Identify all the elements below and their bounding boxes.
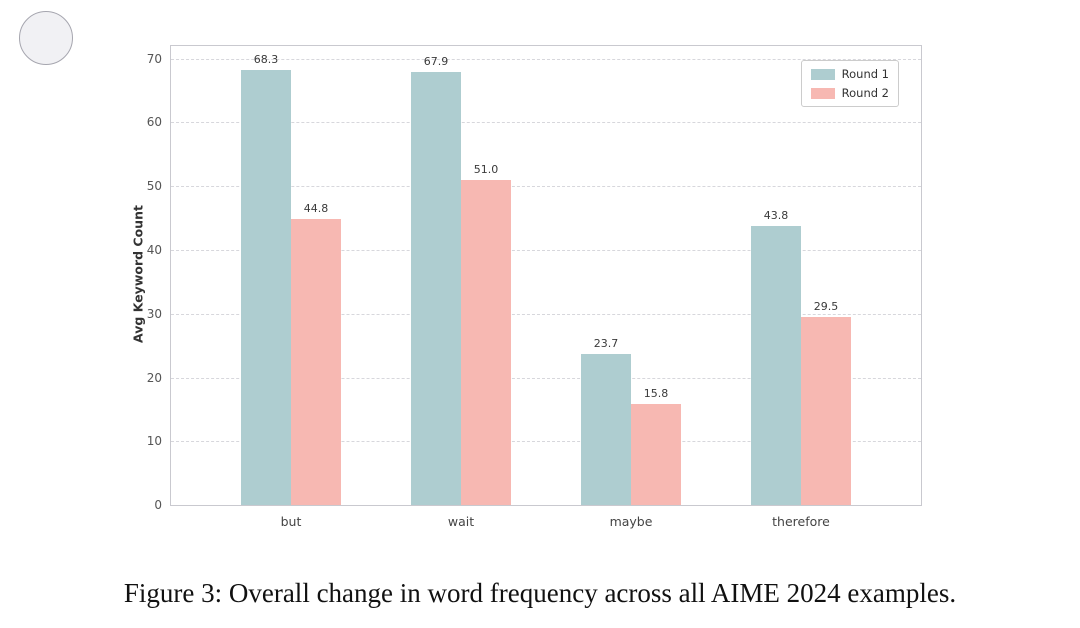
bar-round-2: 51.0	[461, 163, 511, 505]
figure-caption: Figure 3: Overall change in word frequen…	[123, 578, 957, 608]
y-tick-label: 70	[146, 51, 162, 66]
bar-value-label: 29.5	[813, 299, 839, 313]
legend-item: Round 1	[810, 67, 889, 81]
x-tick-label: but	[280, 514, 302, 529]
y-tick-label: 0	[154, 498, 162, 512]
x-tick-label: maybe	[609, 514, 653, 529]
bar-round-1: 23.7	[581, 337, 631, 505]
bar-round-2: 44.8	[291, 202, 341, 505]
bar-round-2: 29.5	[801, 300, 851, 505]
bar-group: 68.3 44.8 but	[241, 46, 341, 529]
bar-value-label: 15.8	[643, 387, 669, 401]
legend-swatch	[810, 87, 835, 99]
bar-value-label: 68.3	[253, 52, 279, 66]
bar-round-2: 15.8	[631, 387, 681, 505]
legend-label: Round 1	[841, 67, 889, 81]
bars-row: 68.3 44.8 but 67.9 51.0 wait 23.7 15.8 maybe 43.8…	[171, 46, 921, 529]
y-tick-label: 60	[146, 115, 162, 130]
bar-round-1: 43.8	[751, 209, 801, 505]
x-tick-label: therefore	[772, 514, 830, 529]
gridline	[171, 441, 921, 443]
legend: Round 1 Round 2	[800, 60, 899, 107]
bar-value-label: 67.9	[423, 55, 449, 69]
legend-label: Round 2	[841, 86, 889, 100]
y-tick-label: 20	[146, 370, 162, 385]
y-tick-label: 40	[146, 243, 162, 257]
gridline	[171, 250, 921, 251]
y-axis-label: Avg Keyword Count	[130, 205, 146, 343]
bar-group: 23.7 15.8 maybe	[581, 46, 681, 529]
plot-area: 68.3 44.8 but 67.9 51.0 wait 23.7 15.8 maybe 43.8…	[147, 45, 922, 529]
gridline	[171, 377, 921, 379]
y-tick-label: 10	[146, 434, 162, 449]
gridline	[171, 122, 921, 124]
bar-value-label: 43.8	[763, 208, 789, 222]
avatar-circle-icon	[19, 11, 73, 65]
bar-round-1: 68.3	[241, 53, 291, 505]
gridline	[171, 58, 921, 60]
y-tick-label: 30	[146, 306, 162, 321]
bar-value-label: 51.0	[473, 162, 499, 176]
x-tick-label: wait	[447, 514, 475, 529]
bar-group: 43.8 29.5 therefore	[751, 46, 851, 529]
bar-value-label: 23.7	[593, 336, 619, 350]
y-tick-label: 50	[146, 179, 162, 194]
gridline	[171, 186, 921, 188]
bar-group: 67.9 51.0 wait	[411, 46, 511, 529]
gridline	[171, 313, 921, 315]
legend-swatch	[810, 68, 835, 80]
bar-value-label: 44.8	[303, 202, 329, 216]
bar-round-1: 67.9	[411, 55, 461, 505]
legend-item: Round 2	[810, 86, 889, 100]
